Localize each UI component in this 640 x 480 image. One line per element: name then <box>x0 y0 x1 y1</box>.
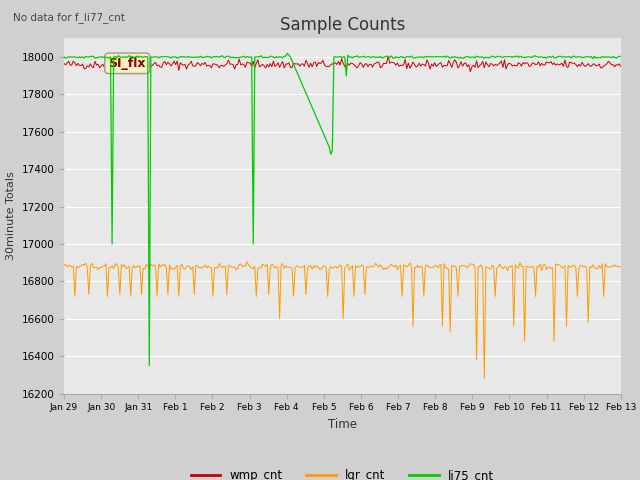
Legend: wmp_cnt, lgr_cnt, li75_cnt: wmp_cnt, lgr_cnt, li75_cnt <box>186 465 499 480</box>
Text: SI_flx: SI_flx <box>109 57 146 70</box>
Text: No data for f_li77_cnt: No data for f_li77_cnt <box>13 12 125 23</box>
Title: Sample Counts: Sample Counts <box>280 16 405 34</box>
X-axis label: Time: Time <box>328 418 357 431</box>
Y-axis label: 30minute Totals: 30minute Totals <box>6 172 16 260</box>
